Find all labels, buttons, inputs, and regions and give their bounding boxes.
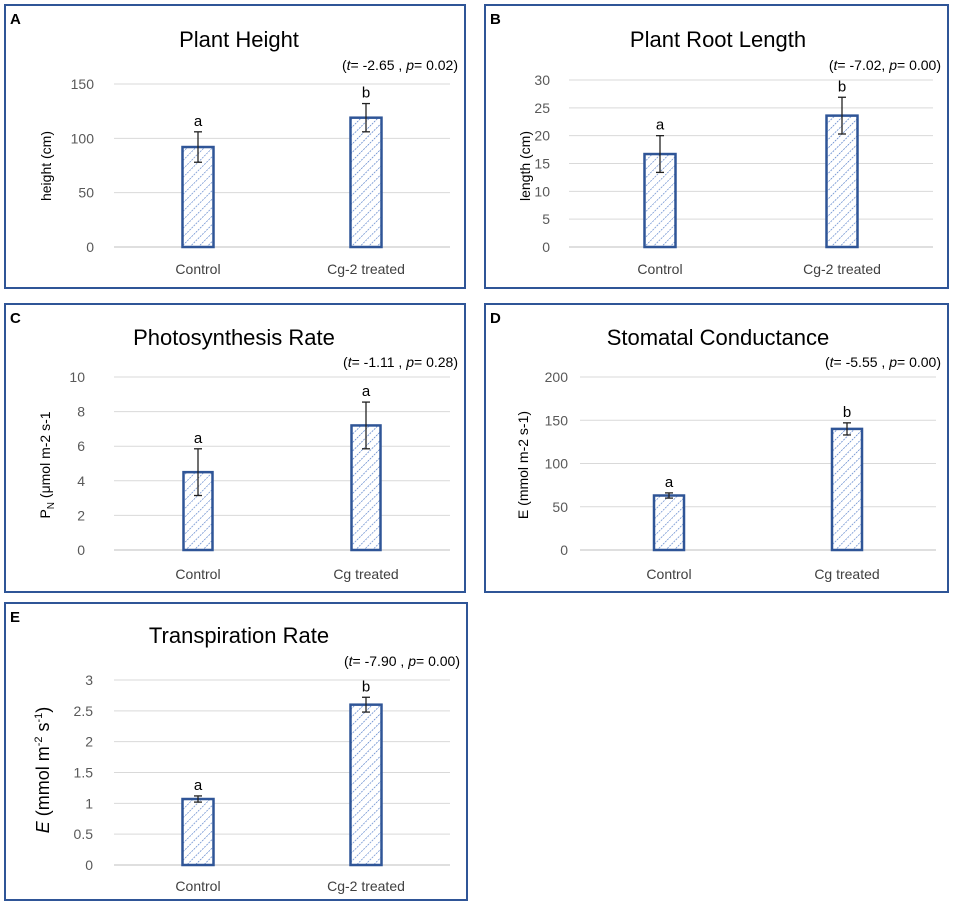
significance-letter: b (362, 85, 370, 102)
plot-area: 0 5 10 15 20 25 30 a Control b Cg-2 treated (534, 72, 933, 277)
bar (643, 152, 677, 249)
significance-letter: a (194, 777, 203, 794)
y-tick-label: 100 (71, 130, 95, 146)
chart-title: Photosynthesis Rate (133, 325, 335, 350)
chart-panel-b: B Plant Root Length (t= -7.02, p= 0.00) … (484, 4, 949, 289)
y-axis-label: E (mmol m-2 s-1) (515, 411, 531, 519)
y-tick-label: 150 (545, 412, 569, 428)
significance-letter: a (656, 117, 665, 134)
bar (181, 145, 215, 249)
bar (830, 427, 864, 552)
x-category-label: Control (637, 261, 682, 277)
panel-letter: D (490, 310, 501, 327)
y-axis-label: E (mmol m-2 s-1) (33, 707, 53, 834)
y-tick-label: 150 (71, 76, 95, 92)
y-tick-label: 2.5 (74, 703, 94, 719)
bar (181, 797, 215, 867)
plot-area: 0 50 100 150 a Control b Cg-2 treated (71, 76, 450, 277)
chart-title: Plant Height (179, 27, 299, 52)
stat-annotation: (t= -1.11 , p= 0.28) (343, 354, 458, 370)
chart-panel-a: A Plant Height (t= -2.65 , p= 0.02) heig… (4, 4, 466, 289)
stat-annotation: (t= -2.65 , p= 0.02) (342, 57, 458, 73)
bar (349, 116, 383, 249)
y-tick-label: 25 (534, 100, 550, 116)
y-tick-label: 50 (78, 185, 94, 201)
x-category-label: Cg-2 treated (327, 261, 405, 277)
significance-letter: b (838, 78, 846, 95)
y-tick-label: 1.5 (74, 765, 94, 781)
chart-svg-a: A Plant Height (t= -2.65 , p= 0.02) heig… (10, 11, 458, 277)
y-tick-label: 30 (534, 72, 550, 88)
bar (349, 703, 383, 867)
x-category-label: Control (175, 566, 220, 582)
y-tick-label: 200 (545, 369, 569, 385)
y-tick-label: 1 (85, 795, 93, 811)
x-category-label: Cg-2 treated (327, 878, 405, 894)
bar (652, 494, 686, 552)
significance-letter: a (194, 113, 203, 130)
y-axis-label: PN (μmol m-2 s-1 (37, 411, 57, 518)
y-tick-label: 10 (534, 183, 550, 199)
significance-letter: a (362, 383, 371, 400)
chart-panel-d: D Stomatal Conductance (t= -5.55 , p= 0.… (484, 303, 949, 593)
panel-letter: B (490, 11, 501, 28)
y-tick-label: 0.5 (74, 826, 94, 842)
y-tick-label: 0 (86, 239, 94, 255)
chart-svg-e: E Transpiration Rate (t= -7.90 , p= 0.00… (10, 609, 460, 894)
y-tick-label: 50 (552, 499, 568, 515)
y-tick-label: 2 (77, 507, 85, 523)
y-tick-label: 8 (77, 404, 85, 420)
panel-letter: A (10, 11, 21, 28)
plot-area: 0 0.5 1 1.5 2 2.5 3 a Control b Cg-2 treated (74, 672, 450, 894)
y-tick-label: 100 (545, 456, 569, 472)
plot-area: 0 50 100 150 200 a Control b Cg treated (545, 369, 936, 582)
y-tick-label: 4 (77, 473, 85, 489)
chart-panel-e: E Transpiration Rate (t= -7.90 , p= 0.00… (4, 602, 468, 901)
x-category-label: Cg treated (814, 566, 879, 582)
chart-title: Plant Root Length (630, 27, 806, 52)
y-tick-label: 10 (69, 369, 85, 385)
y-tick-label: 6 (77, 438, 85, 454)
y-tick-label: 0 (542, 239, 550, 255)
chart-svg-d: D Stomatal Conductance (t= -5.55 , p= 0.… (490, 310, 941, 582)
x-category-label: Cg-2 treated (803, 261, 881, 277)
chart-title: Transpiration Rate (149, 623, 329, 648)
chart-svg-b: B Plant Root Length (t= -7.02, p= 0.00) … (490, 11, 941, 277)
plot-area: 0 2 4 6 8 10 a Control a Cg treated (69, 369, 450, 582)
y-tick-label: 0 (560, 542, 568, 558)
panel-letter: E (10, 609, 20, 626)
significance-letter: b (843, 404, 851, 421)
x-category-label: Control (175, 261, 220, 277)
y-axis-label: height (cm) (38, 131, 54, 201)
x-category-label: Control (175, 878, 220, 894)
significance-letter: a (194, 430, 203, 447)
y-tick-label: 15 (534, 156, 550, 172)
y-tick-label: 5 (542, 211, 550, 227)
bar (825, 114, 859, 249)
panel-letter: C (10, 310, 21, 327)
chart-svg-c: C Photosynthesis Rate (t= -1.11 , p= 0.2… (10, 310, 458, 582)
y-tick-label: 20 (534, 128, 550, 144)
chart-panel-c: C Photosynthesis Rate (t= -1.11 , p= 0.2… (4, 303, 466, 593)
stat-annotation: (t= -5.55 , p= 0.00) (825, 354, 941, 370)
significance-letter: b (362, 678, 370, 695)
chart-title: Stomatal Conductance (607, 325, 830, 350)
stat-annotation: (t= -7.90 , p= 0.00) (344, 653, 460, 669)
y-tick-label: 0 (85, 857, 93, 873)
y-tick-label: 2 (85, 734, 93, 750)
significance-letter: a (665, 474, 674, 491)
y-tick-label: 3 (85, 672, 93, 688)
x-category-label: Control (646, 566, 691, 582)
stat-annotation: (t= -7.02, p= 0.00) (829, 57, 941, 73)
y-axis-label: length (cm) (517, 131, 533, 201)
y-tick-label: 0 (77, 542, 85, 558)
x-category-label: Cg treated (333, 566, 398, 582)
